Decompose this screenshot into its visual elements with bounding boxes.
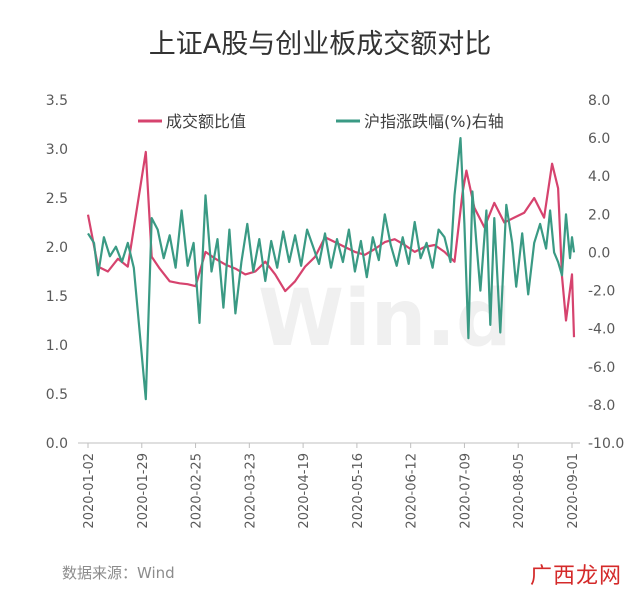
y-right-tick-label: -10.0	[588, 436, 624, 452]
y-left-tick-label: 1.5	[46, 289, 68, 305]
y-right-tick-label: -4.0	[588, 322, 615, 338]
x-tick-label: 2020-06-12	[405, 453, 420, 529]
y-right-tick-label: 6.0	[588, 131, 610, 147]
x-tick-label: 2020-08-05	[512, 453, 527, 529]
legend-label-2: 沪指涨跌幅(%)右轴	[364, 112, 504, 131]
legend-label-1: 成交额比值	[166, 112, 246, 131]
x-tick-label: 2020-01-29	[136, 453, 151, 529]
series-line-2	[87, 137, 576, 401]
y-left-tick-label: 3.5	[46, 93, 68, 109]
y-left-tick-label: 3.0	[46, 142, 68, 158]
watermark: Win.d	[258, 274, 512, 364]
y-right-tick-label: 0.0	[588, 245, 610, 261]
y-left-tick-label: 0.5	[46, 387, 68, 403]
y-right-tick-label: 4.0	[588, 169, 610, 185]
source-note: 数据来源：Wind	[62, 564, 175, 582]
y-left-tick-label: 0.0	[46, 436, 68, 452]
y-left-tick-label: 1.0	[46, 338, 68, 354]
y-right-tick-label: -6.0	[588, 360, 615, 376]
left-y-axis: 0.0 0.5 1.0 1.5 2.0 2.5 3.0 3.5	[46, 93, 68, 452]
y-right-tick-label: -8.0	[588, 398, 615, 414]
series-line-1	[86, 150, 576, 338]
x-tick-label: 2020-07-09	[458, 453, 473, 529]
x-axis: 2020-01-02 2020-01-29 2020-02-25 2020-03-23…	[82, 443, 581, 529]
x-tick-label: 2020-09-01	[566, 453, 581, 529]
x-tick-label: 2020-05-16	[351, 453, 366, 529]
y-left-tick-label: 2.5	[46, 191, 68, 207]
y-right-tick-label: 2.0	[588, 207, 610, 223]
x-tick-label: 2020-03-23	[243, 453, 258, 529]
x-tick-label: 2020-02-25	[190, 453, 205, 529]
x-tick-label: 2020-04-19	[297, 453, 312, 529]
chart-title: 上证A股与创业板成交额对比	[148, 29, 492, 60]
y-right-tick-label: 8.0	[588, 93, 610, 109]
y-left-tick-label: 2.0	[46, 240, 68, 256]
x-tick-label: 2020-01-02	[82, 453, 97, 529]
y-right-tick-label: -2.0	[588, 284, 615, 300]
right-y-axis: -10.0 -8.0 -6.0 -4.0 -2.0 0.0 2.0 4.0 6.0 8.0	[588, 93, 624, 452]
brand-watermark: 广西龙网	[529, 564, 622, 589]
series-group	[86, 137, 576, 401]
legend: 成交额比值 沪指涨跌幅(%)右轴	[138, 112, 504, 131]
